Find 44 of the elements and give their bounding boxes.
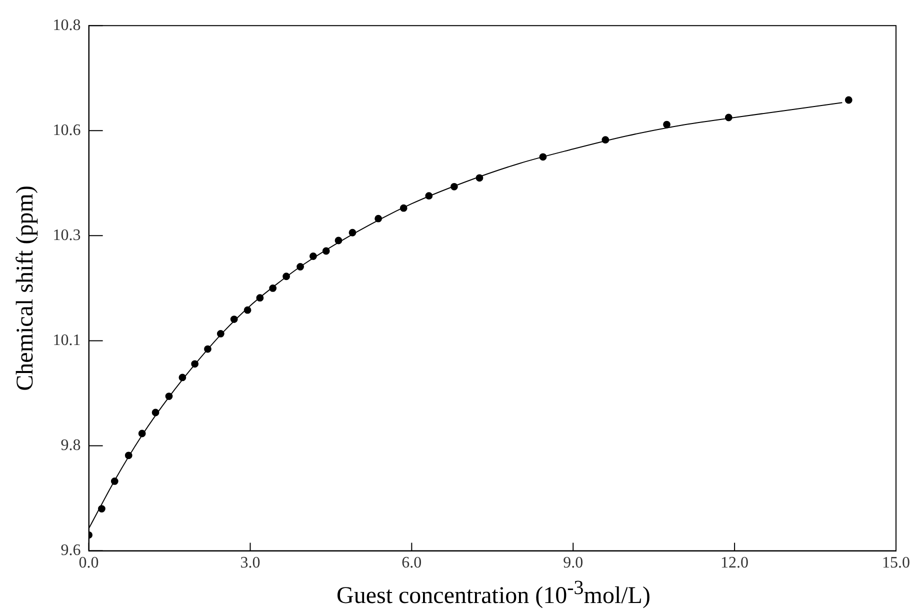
point: [138, 430, 146, 438]
point: [152, 408, 160, 416]
point: [256, 294, 264, 302]
y-tick-label: 10.3: [52, 226, 81, 244]
y-tick-label: 9.6: [60, 542, 81, 560]
x-tick-label: 6.0: [402, 554, 422, 572]
point: [602, 136, 610, 144]
point: [230, 316, 238, 323]
point: [724, 114, 732, 122]
point: [374, 214, 382, 222]
x-tick-label: 15.0: [882, 554, 910, 572]
point: [539, 153, 547, 161]
point: [425, 192, 433, 200]
x-tick-label: 9.0: [563, 554, 584, 572]
point: [296, 263, 304, 270]
point: [476, 174, 484, 182]
point: [244, 306, 252, 314]
point: [204, 345, 212, 353]
point: [663, 120, 670, 128]
point: [178, 374, 186, 382]
point: [269, 284, 277, 292]
point: [98, 505, 106, 512]
point: [348, 228, 356, 236]
point: [400, 204, 408, 212]
point: [165, 392, 173, 400]
y-axis-title: Chemical shift (ppm): [12, 186, 39, 391]
point: [844, 96, 852, 104]
point: [282, 272, 290, 280]
y-tick-label: 10.1: [52, 332, 81, 349]
x-tick-label: 0.0: [78, 554, 99, 572]
point: [216, 330, 224, 338]
y-tick-label: 10.8: [52, 16, 81, 34]
point: [191, 360, 199, 368]
x-axis-title: Guest concentration (10$^{-3}$mol/L): [336, 576, 652, 610]
point: [110, 478, 118, 485]
point: [450, 182, 458, 190]
point: [124, 452, 132, 460]
y-tick-label: 9.8: [60, 436, 81, 454]
x-tick-label: 12.0: [720, 554, 749, 572]
point: [310, 252, 317, 260]
point: [322, 247, 330, 255]
x-tick-label: 3.0: [240, 554, 260, 572]
y-tick-label: 10.6: [52, 122, 81, 139]
point: [334, 236, 342, 244]
